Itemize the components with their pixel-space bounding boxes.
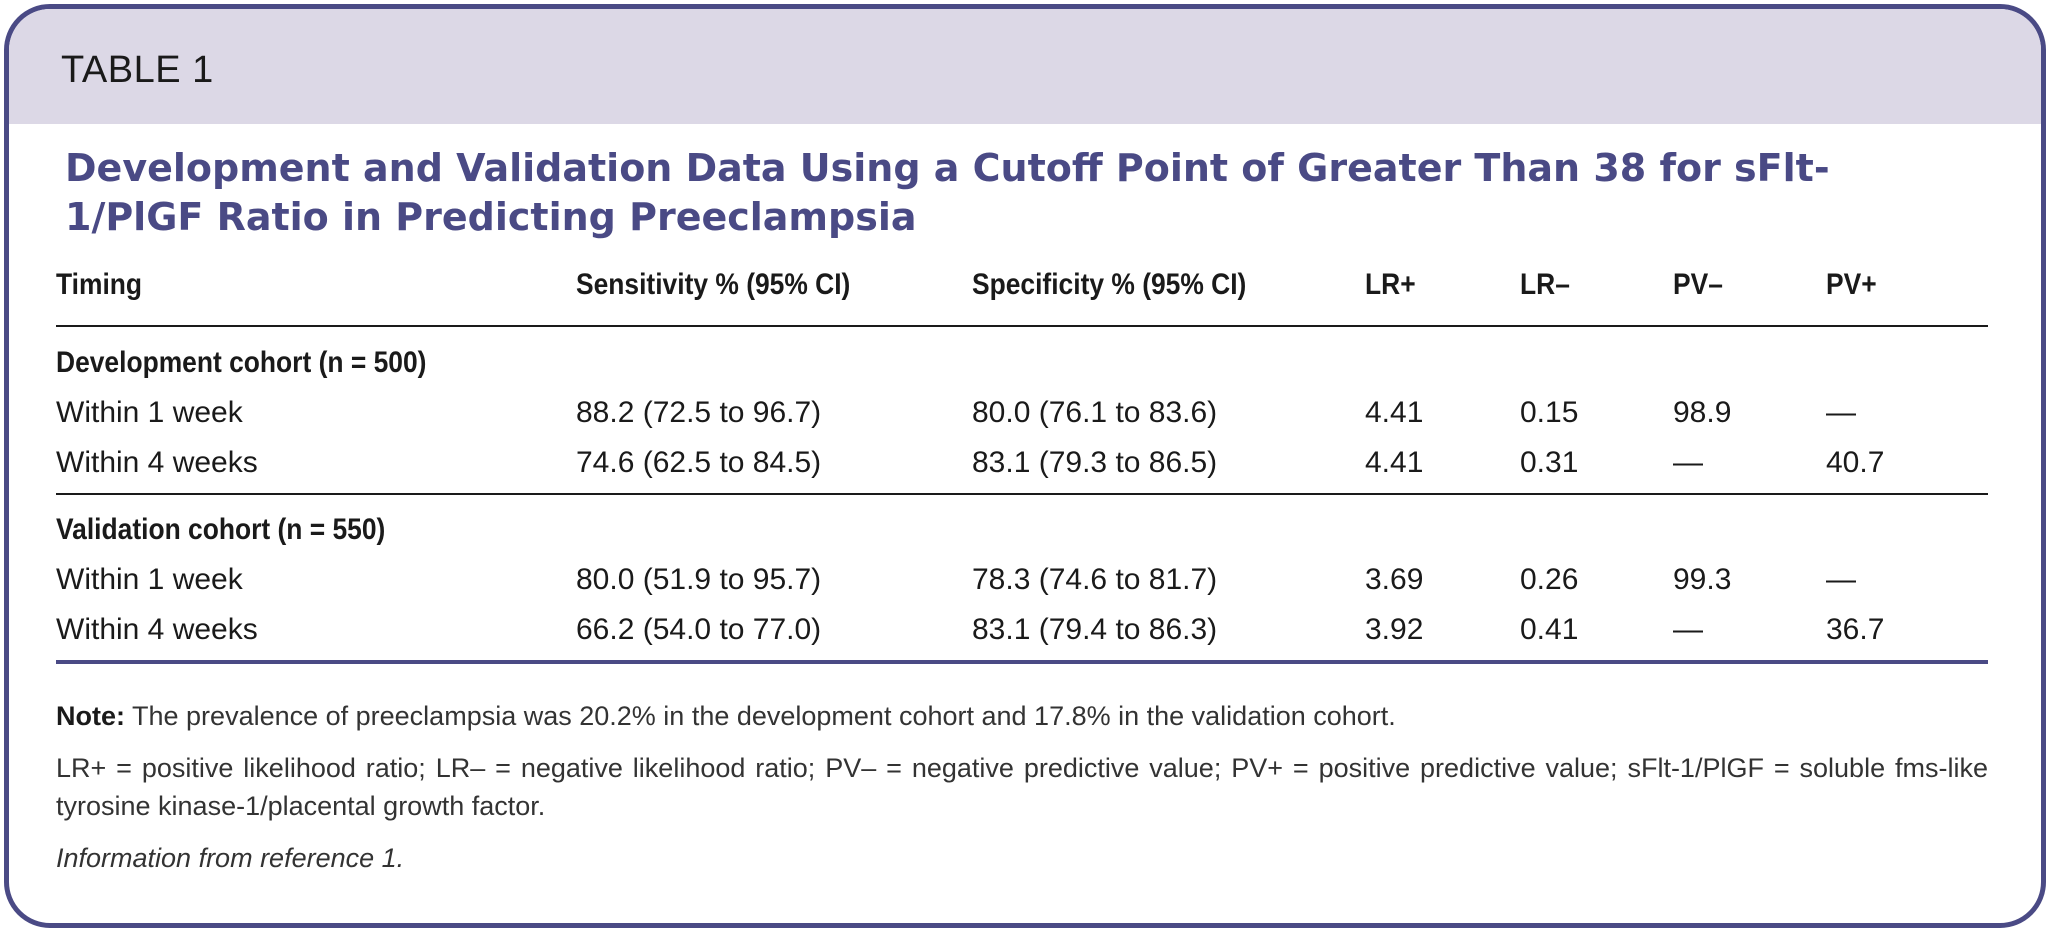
cell-specificity: 80.0 (76.1 to 83.6) bbox=[972, 396, 1218, 429]
table-title: Development and Validation Data Using a … bbox=[65, 146, 1830, 239]
group-row: Validation cohort (n = 550) bbox=[56, 505, 1988, 555]
cell-lr-neg: 0.41 bbox=[1520, 613, 1579, 646]
cell-lr-pos: 4.41 bbox=[1365, 396, 1424, 429]
cell-pv-neg: — bbox=[1673, 613, 1703, 646]
note-text: The prevalence of preeclampsia was 20.2%… bbox=[125, 701, 1396, 731]
cell-specificity: 78.3 (74.6 to 81.7) bbox=[972, 563, 1218, 596]
cell-timing: Within 4 weeks bbox=[56, 446, 258, 479]
cell-sensitivity: 66.2 (54.0 to 77.0) bbox=[576, 613, 822, 646]
group-label-validation: Validation cohort (n = 550) bbox=[56, 513, 386, 546]
column-header-pv-neg: PV– bbox=[1673, 268, 1723, 301]
source-note: Information from reference 1. bbox=[56, 843, 405, 873]
cell-lr-pos: 3.69 bbox=[1365, 563, 1424, 596]
data-table: Timing Sensitivity % (95% CI) Specificit… bbox=[56, 260, 1988, 664]
cell-specificity: 83.1 (79.4 to 86.3) bbox=[972, 613, 1218, 646]
header-band bbox=[9, 9, 2041, 124]
group-label-development: Development cohort (n = 500) bbox=[56, 346, 427, 379]
cell-lr-neg: 0.31 bbox=[1520, 446, 1579, 479]
cell-sensitivity: 88.2 (72.5 to 96.7) bbox=[576, 396, 822, 429]
cell-pv-neg: 98.9 bbox=[1673, 396, 1732, 429]
group-divider-rule bbox=[56, 493, 1988, 495]
cell-timing: Within 4 weeks bbox=[56, 613, 258, 646]
column-header-specificity: Specificity % (95% CI) bbox=[972, 268, 1247, 301]
group-row: Development cohort (n = 500) bbox=[56, 338, 1988, 388]
cell-lr-pos: 4.41 bbox=[1365, 446, 1424, 479]
table-label: TABLE 1 bbox=[61, 49, 214, 91]
cell-timing: Within 1 week bbox=[56, 563, 243, 596]
table-row: Within 1 week 80.0 (51.9 to 95.7) 78.3 (… bbox=[56, 555, 1988, 605]
column-header-lr-neg: LR– bbox=[1520, 268, 1570, 301]
header-row: Timing Sensitivity % (95% CI) Specificit… bbox=[56, 260, 1988, 310]
table-row: Within 4 weeks 66.2 (54.0 to 77.0) 83.1 … bbox=[56, 605, 1988, 655]
cell-pv-pos: 36.7 bbox=[1826, 613, 1885, 646]
cell-pv-neg: 99.3 bbox=[1673, 563, 1732, 596]
prevalence-note: Note: The prevalence of preeclampsia was… bbox=[56, 697, 1988, 735]
cell-lr-neg: 0.15 bbox=[1520, 396, 1579, 429]
table-bottom-rule bbox=[56, 660, 1988, 664]
note-label: Note: bbox=[56, 701, 125, 731]
cell-pv-pos: — bbox=[1826, 563, 1856, 596]
abbreviations-note: LR+ = positive likelihood ratio; LR– = n… bbox=[56, 753, 1988, 821]
cell-pv-pos: 40.7 bbox=[1826, 446, 1885, 479]
table-row: Within 1 week 88.2 (72.5 to 96.7) 80.0 (… bbox=[56, 388, 1988, 438]
cell-sensitivity: 80.0 (51.9 to 95.7) bbox=[576, 563, 822, 596]
cell-lr-pos: 3.92 bbox=[1365, 613, 1424, 646]
column-header-pv-pos: PV+ bbox=[1826, 268, 1877, 301]
header-rule bbox=[56, 325, 1988, 327]
cell-pv-neg: — bbox=[1673, 446, 1703, 479]
column-header-lr-pos: LR+ bbox=[1365, 268, 1416, 301]
table-footnotes: Note: The prevalence of preeclampsia was… bbox=[56, 697, 1988, 877]
column-header-sensitivity: Sensitivity % (95% CI) bbox=[576, 268, 851, 301]
cell-lr-neg: 0.26 bbox=[1520, 563, 1579, 596]
column-header-timing: Timing bbox=[56, 268, 143, 301]
table-row: Within 4 weeks 74.6 (62.5 to 84.5) 83.1 … bbox=[56, 438, 1988, 488]
cell-sensitivity: 74.6 (62.5 to 84.5) bbox=[576, 446, 822, 479]
cell-timing: Within 1 week bbox=[56, 396, 243, 429]
cell-pv-pos: — bbox=[1826, 396, 1856, 429]
cell-specificity: 83.1 (79.3 to 86.5) bbox=[972, 446, 1218, 479]
table-card: TABLE 1 Development and Validation Data … bbox=[4, 4, 2046, 928]
